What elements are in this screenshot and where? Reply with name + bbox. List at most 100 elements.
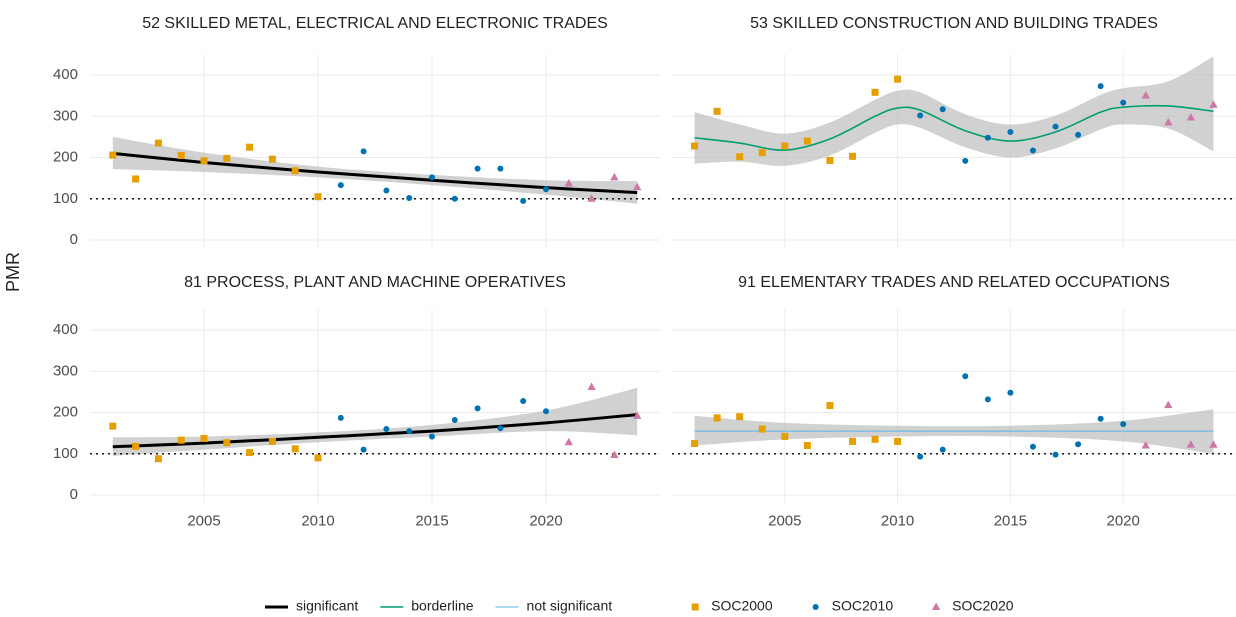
confidence-band	[694, 56, 1214, 166]
point	[406, 194, 413, 201]
point	[132, 175, 140, 183]
panel-title: 52 SKILLED METAL, ELECTRICAL AND ELECTRO…	[142, 15, 608, 32]
point	[246, 143, 254, 151]
point	[826, 156, 834, 164]
x-tick-label: 2015	[415, 512, 448, 529]
confidence-band	[112, 387, 638, 456]
point	[1120, 99, 1127, 106]
legend-marker	[691, 603, 699, 611]
point	[1075, 131, 1082, 138]
point	[758, 425, 766, 433]
point	[962, 373, 969, 380]
point	[610, 450, 619, 459]
y-tick-label: 400	[53, 66, 78, 83]
x-tick-label: 2005	[768, 512, 801, 529]
point	[543, 186, 549, 193]
point	[736, 413, 744, 421]
legend-label: significant	[296, 598, 358, 614]
y-tick-label: 0	[70, 486, 78, 503]
point	[1097, 83, 1104, 90]
point	[291, 445, 299, 453]
point	[1029, 443, 1036, 450]
point	[337, 182, 344, 189]
point	[451, 416, 458, 423]
point	[848, 152, 856, 160]
point	[543, 408, 549, 415]
point	[1186, 440, 1196, 448]
point	[1075, 441, 1082, 448]
trend-line	[112, 413, 638, 449]
point	[848, 437, 856, 445]
panel-title: 81 PROCESS, PLANT AND MACHINE OPERATIVES	[184, 274, 566, 291]
panel: 81 PROCESS, PLANT AND MACHINE OPERATIVES…	[53, 274, 660, 529]
point	[1164, 400, 1173, 409]
x-tick-label: 2010	[301, 512, 334, 529]
point	[429, 433, 435, 440]
point	[314, 193, 322, 201]
point	[917, 112, 924, 119]
point	[758, 149, 766, 157]
point	[383, 426, 390, 433]
point	[803, 137, 811, 145]
point	[962, 157, 969, 164]
trend-line	[112, 151, 638, 195]
panel-title: 91 ELEMENTARY TRADES AND RELATED OCCUPAT…	[738, 274, 1170, 291]
y-tick-label: 200	[53, 149, 78, 166]
point	[984, 396, 991, 403]
point	[610, 172, 619, 181]
point	[1186, 113, 1196, 121]
point	[691, 142, 699, 150]
point	[587, 382, 596, 390]
point	[691, 439, 699, 447]
point	[200, 157, 208, 165]
point	[1141, 91, 1150, 99]
point	[781, 142, 789, 150]
point	[474, 405, 481, 412]
y-tick-label: 200	[53, 404, 78, 421]
point	[1052, 451, 1059, 458]
point	[1007, 128, 1014, 135]
trend-line	[694, 104, 1214, 151]
point	[223, 439, 231, 447]
point	[871, 88, 879, 96]
point	[1052, 123, 1059, 130]
y-tick-label: 300	[53, 362, 78, 379]
point	[109, 151, 117, 159]
x-tick-label: 2010	[881, 512, 914, 529]
point	[984, 134, 991, 141]
point	[894, 437, 902, 445]
point	[109, 422, 117, 430]
legend-marker	[931, 602, 941, 610]
point	[736, 153, 744, 161]
point	[360, 446, 367, 453]
legend-label: SOC2020	[952, 598, 1014, 614]
point	[1007, 389, 1014, 396]
point	[177, 436, 185, 444]
point	[1120, 421, 1127, 428]
point	[1029, 147, 1036, 154]
point	[200, 435, 208, 443]
x-tick-label: 2015	[994, 512, 1027, 529]
legend-label: SOC2000	[711, 598, 773, 614]
y-tick-label: 0	[70, 231, 78, 248]
point	[633, 182, 642, 191]
point	[291, 167, 299, 175]
point	[1209, 100, 1218, 108]
point	[337, 414, 344, 421]
point	[713, 414, 721, 422]
point	[564, 437, 573, 446]
point	[154, 139, 162, 147]
y-tick-label: 400	[53, 321, 78, 338]
point	[132, 442, 140, 450]
point	[826, 402, 834, 410]
legend-label: not significant	[527, 598, 613, 614]
y-tick-label: 300	[53, 107, 78, 124]
point	[177, 151, 185, 159]
panel: 52 SKILLED METAL, ELECTRICAL AND ELECTRO…	[53, 15, 660, 249]
point	[268, 155, 276, 163]
panel: 53 SKILLED CONSTRUCTION AND BUILDING TRA…	[672, 15, 1236, 249]
point	[246, 449, 254, 457]
y-tick-label: 100	[53, 445, 78, 462]
point	[894, 75, 902, 83]
